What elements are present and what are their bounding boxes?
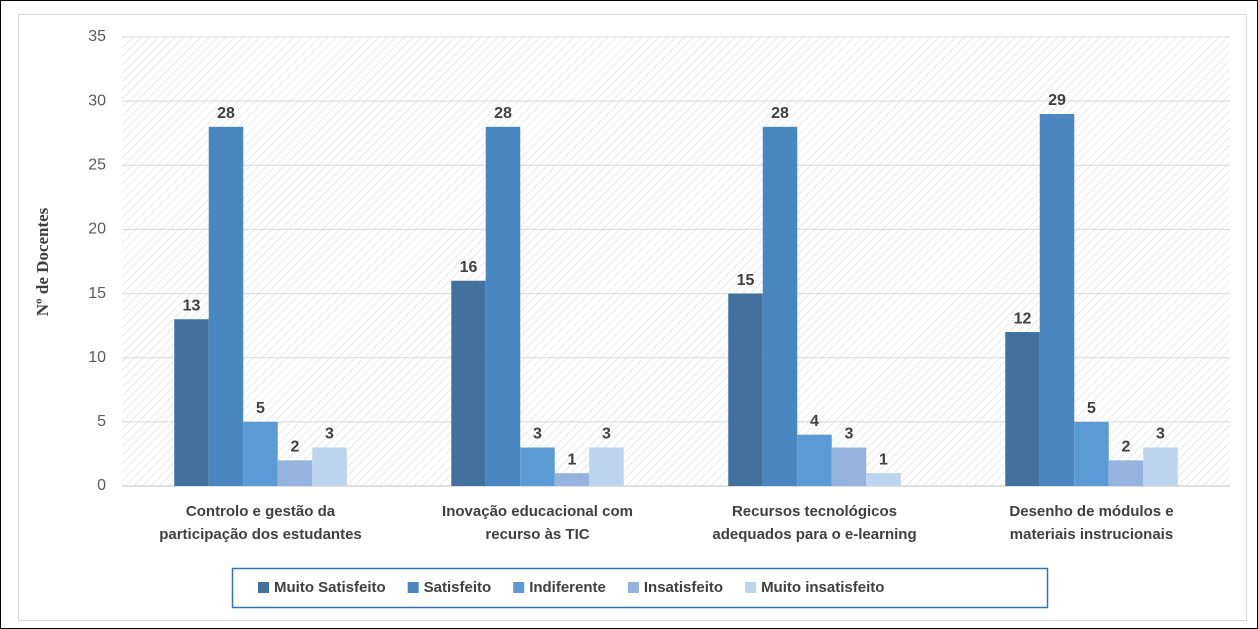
data-label: 1 xyxy=(879,451,888,468)
data-label: 3 xyxy=(1156,426,1165,443)
x-tick-label: Recursos tecnológicos adequados para o e… xyxy=(712,503,917,543)
legend-label: Insatisfeito xyxy=(644,579,723,596)
legend-swatch xyxy=(407,582,419,593)
bar xyxy=(520,447,555,486)
data-label: 3 xyxy=(325,426,334,443)
legend-label: Indiferente xyxy=(529,579,606,596)
y-tick-label: 5 xyxy=(97,413,106,430)
legend-swatch xyxy=(627,582,639,593)
data-label: 2 xyxy=(1122,439,1131,456)
data-label: 3 xyxy=(602,426,611,443)
data-label: 2 xyxy=(291,439,300,456)
bar xyxy=(1074,421,1109,486)
bar xyxy=(831,447,867,486)
data-label: 16 xyxy=(460,259,478,276)
data-label: 29 xyxy=(1048,92,1066,109)
bar xyxy=(312,447,347,486)
y-tick-label: 0 xyxy=(97,477,106,494)
y-tick-label: 35 xyxy=(88,28,106,45)
bar xyxy=(208,126,244,487)
bar xyxy=(174,319,209,486)
data-label: 5 xyxy=(1087,400,1096,417)
data-label: 13 xyxy=(183,297,201,314)
legend-swatch xyxy=(258,582,269,593)
y-axis-label: Nº de Docentes xyxy=(33,207,52,316)
data-label: 28 xyxy=(771,105,789,122)
data-label: 28 xyxy=(217,105,235,122)
bar xyxy=(797,434,832,486)
bar xyxy=(277,460,313,486)
bar xyxy=(451,280,486,486)
data-label: 4 xyxy=(810,413,819,430)
data-label: 12 xyxy=(1014,310,1032,327)
data-label: 5 xyxy=(256,400,265,417)
data-label: 3 xyxy=(845,426,854,443)
y-tick-label: 10 xyxy=(88,349,106,366)
bar xyxy=(589,447,624,486)
legend-swatch xyxy=(745,582,757,593)
bar xyxy=(762,126,798,487)
data-label: 3 xyxy=(533,426,542,443)
legend-label: Muito insatisfeito xyxy=(761,579,884,596)
y-tick-label: 20 xyxy=(88,221,106,238)
x-tick-label: Inovação educacional com recurso às TIC xyxy=(442,503,633,543)
bar xyxy=(243,421,278,486)
data-label: 15 xyxy=(737,272,755,289)
bar xyxy=(728,293,763,486)
legend-swatch xyxy=(513,582,525,593)
bar xyxy=(485,126,521,487)
bar xyxy=(1039,113,1075,486)
x-tick-label: Controlo e gestão da participação dos es… xyxy=(159,503,362,543)
bar xyxy=(554,473,590,486)
x-tick-label: Desenho de módulos e materiais instrucio… xyxy=(1009,503,1174,543)
legend-box xyxy=(231,567,1049,609)
legend-label: Satisfeito xyxy=(424,579,492,596)
data-label: 1 xyxy=(568,451,577,468)
bar xyxy=(1108,460,1144,486)
y-tick-label: 30 xyxy=(88,92,106,109)
y-tick-label: 25 xyxy=(88,157,106,174)
bar xyxy=(1143,447,1178,486)
y-tick-label: 15 xyxy=(88,285,106,302)
bar xyxy=(1005,332,1040,486)
bar xyxy=(866,473,901,486)
legend-label: Muito Satisfeito xyxy=(274,579,386,596)
data-label: 28 xyxy=(494,105,512,122)
